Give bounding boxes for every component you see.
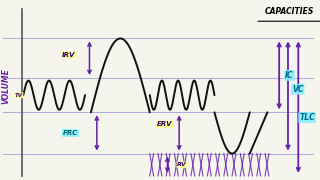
Text: ERV: ERV — [157, 121, 172, 127]
Text: FRC: FRC — [63, 130, 78, 136]
Text: VOLUME: VOLUME — [1, 69, 10, 104]
Text: IRV: IRV — [62, 52, 76, 58]
Text: RV: RV — [177, 162, 187, 167]
Text: CAPACITIES: CAPACITIES — [265, 7, 314, 16]
Text: VC: VC — [292, 85, 303, 94]
Text: TLC: TLC — [299, 113, 315, 122]
Text: TV: TV — [15, 93, 23, 98]
Text: IC: IC — [285, 71, 294, 80]
